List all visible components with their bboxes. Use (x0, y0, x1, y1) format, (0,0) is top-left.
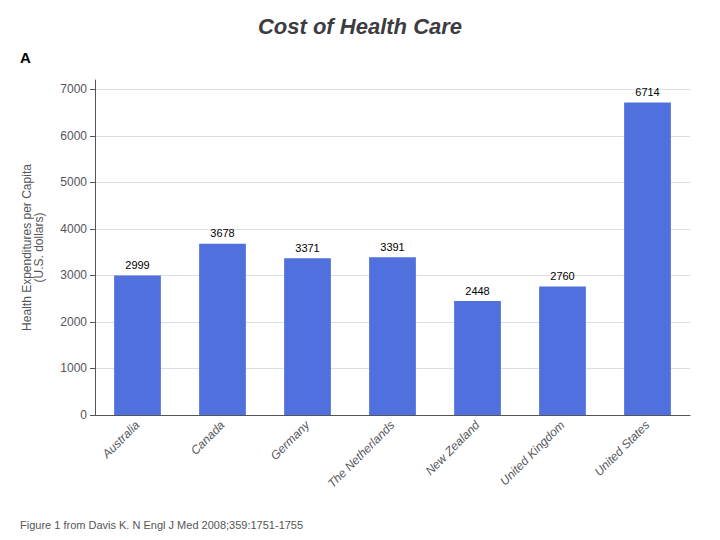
svg-text:United Kingdom: United Kingdom (497, 418, 567, 488)
svg-text:3371: 3371 (295, 242, 319, 254)
svg-text:6000: 6000 (60, 129, 87, 143)
svg-text:Australia: Australia (99, 418, 143, 462)
svg-text:Cost of Health Care: Cost of Health Care (258, 14, 462, 39)
svg-text:Health Expenditures per Capita: Health Expenditures per Capita (20, 164, 34, 331)
svg-text:2999: 2999 (125, 259, 149, 271)
svg-text:A: A (20, 49, 31, 66)
svg-text:4000: 4000 (60, 222, 87, 236)
svg-text:Canada: Canada (188, 418, 228, 458)
svg-text:2448: 2448 (465, 285, 489, 297)
svg-text:(U.S. dollars): (U.S. dollars) (32, 212, 46, 282)
svg-text:5000: 5000 (60, 175, 87, 189)
svg-text:3678: 3678 (210, 227, 234, 239)
svg-text:6714: 6714 (635, 86, 659, 98)
svg-text:0: 0 (80, 408, 87, 422)
svg-text:7000: 7000 (60, 82, 87, 96)
svg-text:1000: 1000 (60, 361, 87, 375)
svg-text:3391: 3391 (380, 241, 404, 253)
svg-text:3000: 3000 (60, 268, 87, 282)
svg-text:Germany: Germany (268, 417, 313, 462)
svg-text:United States: United States (592, 418, 653, 479)
svg-text:2760: 2760 (550, 270, 574, 282)
svg-text:The Netherlands: The Netherlands (325, 418, 398, 491)
svg-text:New Zealand: New Zealand (423, 418, 483, 478)
svg-text:Figure 1 from Davis K. N Engl: Figure 1 from Davis K. N Engl J Med 2008… (20, 519, 303, 531)
svg-text:2000: 2000 (60, 315, 87, 329)
